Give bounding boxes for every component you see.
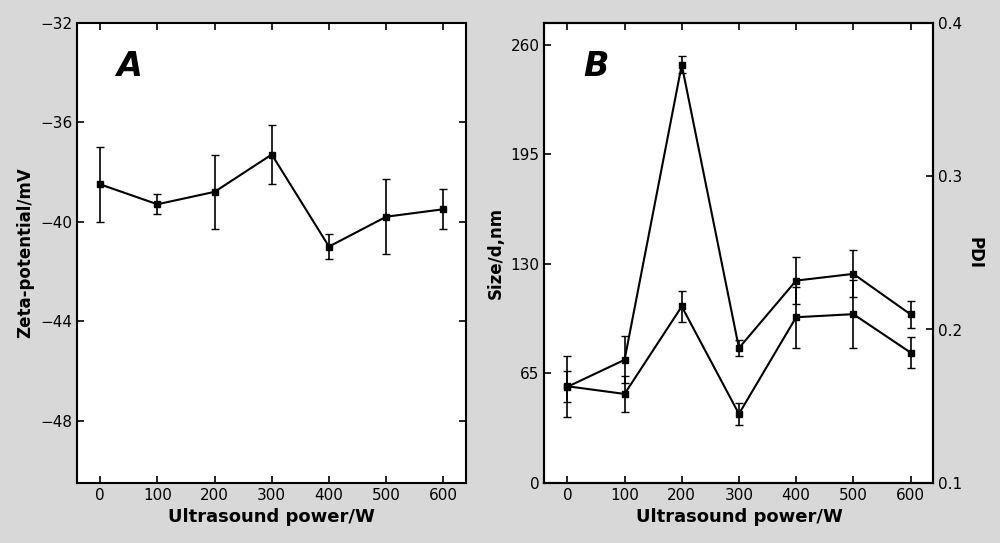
Y-axis label: PDI: PDI — [965, 237, 983, 269]
Y-axis label: Zeta-potential/mV: Zeta-potential/mV — [17, 167, 35, 338]
Text: A: A — [116, 50, 142, 83]
X-axis label: Ultrasound power/W: Ultrasound power/W — [636, 508, 842, 526]
Text: B: B — [583, 50, 609, 83]
Y-axis label: Size/d,nm: Size/d,nm — [487, 207, 505, 299]
X-axis label: Ultrasound power/W: Ultrasound power/W — [168, 508, 375, 526]
